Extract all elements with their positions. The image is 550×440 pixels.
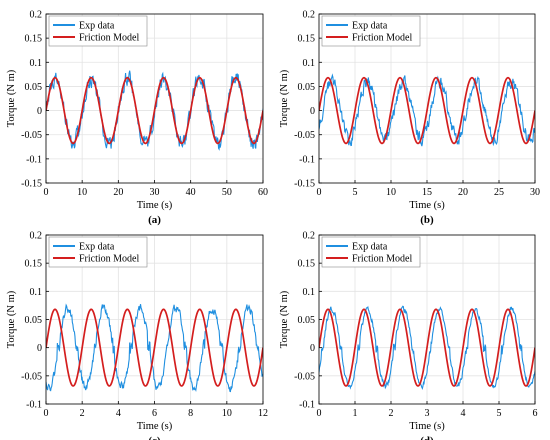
x-tick-label: 2 (389, 408, 394, 419)
y-axis-label: Torque (N m) (6, 290, 17, 348)
y-tick-label: 0 (310, 343, 315, 354)
chart-panel-d: 0 1 2 3 4 5 6 -0.1 -0.05 0 0.05 0.1 0.15 0.2 Time (s) T… (279, 231, 538, 440)
x-tick-label: 12 (258, 408, 268, 419)
legend-entry-label: Exp data (79, 21, 115, 32)
x-axis-label: Time (s) (137, 421, 173, 432)
x-tick-label: 5 (497, 408, 502, 419)
y-tick-label: 0.05 (298, 315, 316, 326)
panel-label: (a) (148, 214, 161, 226)
y-tick-label: 0.15 (298, 259, 316, 270)
y-tick-label: -0.1 (26, 400, 42, 411)
x-tick-label: 0 (44, 408, 49, 419)
chart-panel-b: 0 5 10 15 20 25 30 -0.15 -0.1 -0.05 0 0.05 0.1 0.15 0.… (279, 10, 540, 227)
x-axis-label: Time (s) (409, 421, 445, 432)
x-tick-label: 40 (186, 187, 196, 198)
y-tick-label: 0.2 (303, 231, 316, 242)
y-tick-label: -0.1 (299, 154, 315, 165)
series-friction-model-line (319, 76, 535, 145)
legend-entry-label: Friction Model (352, 254, 412, 265)
series-exp-data-line (319, 305, 535, 391)
series-friction-model-line (46, 308, 263, 387)
x-tick-label: 8 (188, 408, 193, 419)
x-tick-label: 0 (317, 187, 322, 198)
panel-label: (d) (420, 435, 434, 440)
y-tick-label: 0.2 (30, 10, 43, 21)
y-tick-label: 0.1 (30, 58, 43, 69)
x-tick-label: 4 (461, 408, 466, 419)
x-tick-label: 30 (530, 187, 540, 198)
legend-box (48, 236, 148, 268)
series-friction-model-line (46, 76, 263, 145)
y-tick-label: 0.2 (303, 10, 316, 21)
x-tick-label: 25 (494, 187, 504, 198)
series-friction-model-line (319, 308, 535, 387)
y-tick-label: 0.05 (25, 315, 43, 326)
y-tick-label: 0 (37, 343, 42, 354)
legend-entry-label: Exp data (352, 242, 388, 253)
y-tick-label: 0.15 (25, 259, 43, 270)
x-tick-label: 4 (116, 408, 121, 419)
y-tick-label: -0.05 (21, 130, 42, 141)
y-tick-label: 0.15 (25, 34, 43, 45)
x-tick-label: 60 (258, 187, 268, 198)
legend-entry-label: Friction Model (79, 33, 139, 44)
legend-entry-label: Exp data (79, 242, 115, 253)
legend-entry-label: Exp data (352, 21, 388, 32)
y-tick-label: 0 (37, 106, 42, 117)
y-tick-label: -0.05 (294, 130, 315, 141)
x-tick-label: 6 (152, 408, 157, 419)
panel-label: (c) (148, 435, 161, 440)
x-axis-label: Time (s) (137, 200, 173, 211)
y-tick-label: 0.1 (303, 58, 316, 69)
legend-entry-label: Friction Model (352, 33, 412, 44)
y-tick-label: -0.15 (294, 179, 315, 190)
y-axis-label: Torque (N m) (6, 69, 17, 127)
y-tick-label: 0.15 (298, 34, 316, 45)
panel-label: (b) (420, 214, 434, 226)
x-tick-label: 30 (150, 187, 160, 198)
x-tick-label: 6 (533, 408, 538, 419)
x-tick-label: 15 (422, 187, 432, 198)
x-tick-label: 0 (317, 408, 322, 419)
y-tick-label: -0.15 (21, 179, 42, 190)
x-tick-label: 0 (44, 187, 49, 198)
x-tick-label: 1 (353, 408, 358, 419)
y-tick-label: 0.2 (30, 231, 43, 242)
y-tick-label: 0 (310, 106, 315, 117)
x-tick-label: 3 (425, 408, 430, 419)
y-axis-label: Torque (N m) (279, 290, 290, 348)
x-tick-label: 2 (80, 408, 85, 419)
x-tick-label: 5 (353, 187, 358, 198)
legend-entry-label: Friction Model (79, 254, 139, 265)
chart-panel-c: 0 2 4 6 8 10 12 -0.1 -0.05 0 0.05 0.1 0.15 0.2 Time (s… (6, 231, 268, 440)
x-tick-label: 10 (222, 408, 232, 419)
legend-box (321, 15, 421, 47)
y-axis-label: Torque (N m) (279, 69, 290, 127)
y-tick-label: -0.1 (299, 400, 315, 411)
x-tick-label: 10 (386, 187, 396, 198)
series-exp-data-line (319, 73, 535, 147)
legend-box (48, 15, 148, 47)
series-exp-data-line (46, 303, 263, 393)
x-tick-label: 20 (113, 187, 123, 198)
y-tick-label: 0.05 (25, 82, 43, 93)
x-axis-label: Time (s) (409, 200, 445, 211)
y-tick-label: -0.05 (294, 371, 315, 382)
x-tick-label: 50 (222, 187, 232, 198)
x-tick-label: 10 (77, 187, 87, 198)
y-tick-label: -0.05 (21, 371, 42, 382)
y-tick-label: 0.05 (298, 82, 316, 93)
y-tick-label: 0.1 (30, 287, 43, 298)
y-tick-label: 0.1 (303, 287, 316, 298)
y-tick-label: -0.1 (26, 154, 42, 165)
legend-box (321, 236, 421, 268)
chart-panel-a: 0 10 20 30 40 50 60 -0.15 -0.1 -0.05 0 0.05 0.1 0.15 0… (6, 10, 268, 227)
x-tick-label: 20 (458, 187, 468, 198)
